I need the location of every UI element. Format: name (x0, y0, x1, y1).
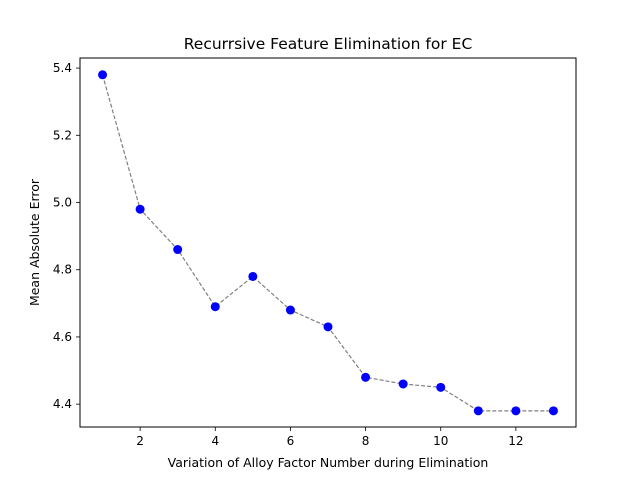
x-tick-label: 4 (211, 434, 219, 448)
data-point (285, 305, 295, 315)
x-tick-label: 10 (433, 434, 448, 448)
y-axis-label: Mean Absolute Error (27, 178, 42, 306)
data-point (473, 406, 483, 416)
x-tick-label: 12 (508, 434, 523, 448)
data-point (323, 322, 333, 332)
data-point (548, 406, 558, 416)
x-tick-label: 6 (287, 434, 295, 448)
data-point (511, 406, 521, 416)
data-point (398, 379, 408, 389)
y-tick-label: 5.0 (53, 196, 72, 210)
data-point (210, 302, 220, 312)
plot-area (98, 70, 558, 416)
chart-title: Recurrsive Feature Elimination for EC (184, 35, 473, 53)
data-point (135, 204, 145, 214)
data-point (98, 70, 108, 80)
y-tick-label: 5.2 (53, 128, 72, 142)
axes-frame (79, 57, 577, 428)
data-point (248, 271, 258, 281)
y-tick-label: 4.8 (53, 263, 72, 277)
x-axis-label: Variation of Alloy Factor Number during … (168, 455, 489, 470)
x-tick-label: 8 (362, 434, 370, 448)
data-point (361, 372, 371, 382)
y-tick-label: 4.6 (53, 330, 72, 344)
data-point (173, 245, 183, 255)
data-point (436, 382, 446, 392)
y-tick-label: 5.4 (53, 61, 72, 75)
y-tick-label: 4.4 (53, 397, 72, 411)
x-tick-label: 2 (136, 434, 144, 448)
